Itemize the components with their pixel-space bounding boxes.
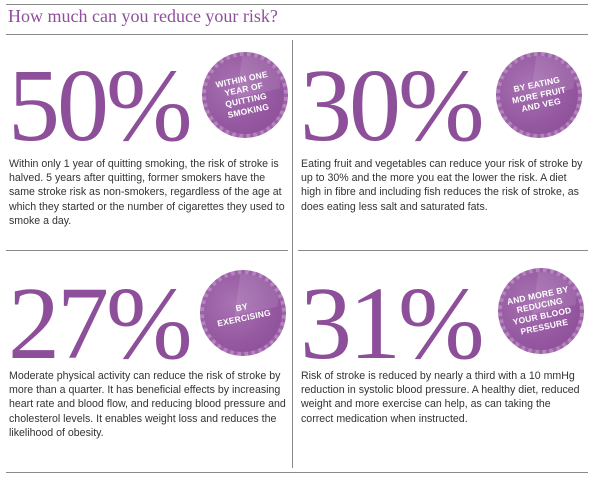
badge-text: WITHIN ONE YEAR OF QUITTING SMOKING: [214, 68, 270, 120]
badge-text: AND MORE BY REDUCING YOUR BLOOD PRESSURE: [505, 283, 573, 337]
stat-value: 30%: [300, 48, 485, 163]
panel-description: Within only 1 year of quitting smoking, …: [9, 158, 285, 227]
stat-value: 27%: [8, 266, 193, 381]
middle-rule-right: [298, 250, 588, 251]
panel-description: Moderate physical activity can reduce th…: [9, 370, 286, 439]
middle-rule-left: [6, 250, 288, 251]
panel-description: Risk of stroke is reduced by nearly a th…: [301, 370, 580, 425]
page-title: How much can you reduce your risk?: [8, 6, 278, 26]
panel-description: Eating fruit and vegetables can reduce y…: [301, 158, 583, 213]
badge-text: BY EXERCISING: [216, 301, 272, 329]
center-divider: [292, 40, 293, 468]
stat-value: 31%: [300, 266, 485, 381]
top-rule: [6, 4, 588, 5]
bottom-rule: [6, 472, 588, 473]
badge-seal: BY EATING MORE FRUIT AND VEG: [487, 43, 591, 147]
title-rule: [6, 34, 588, 35]
badge-text: BY EATING MORE FRUIT AND VEG: [511, 74, 567, 115]
stat-value: 50%: [8, 48, 193, 163]
badge-seal: WITHIN ONE YEAR OF QUITTING SMOKING: [193, 43, 297, 147]
badge-seal: BY EXERCISING: [191, 261, 295, 365]
badge-seal: AND MORE BY REDUCING YOUR BLOOD PRESSURE: [489, 259, 593, 363]
